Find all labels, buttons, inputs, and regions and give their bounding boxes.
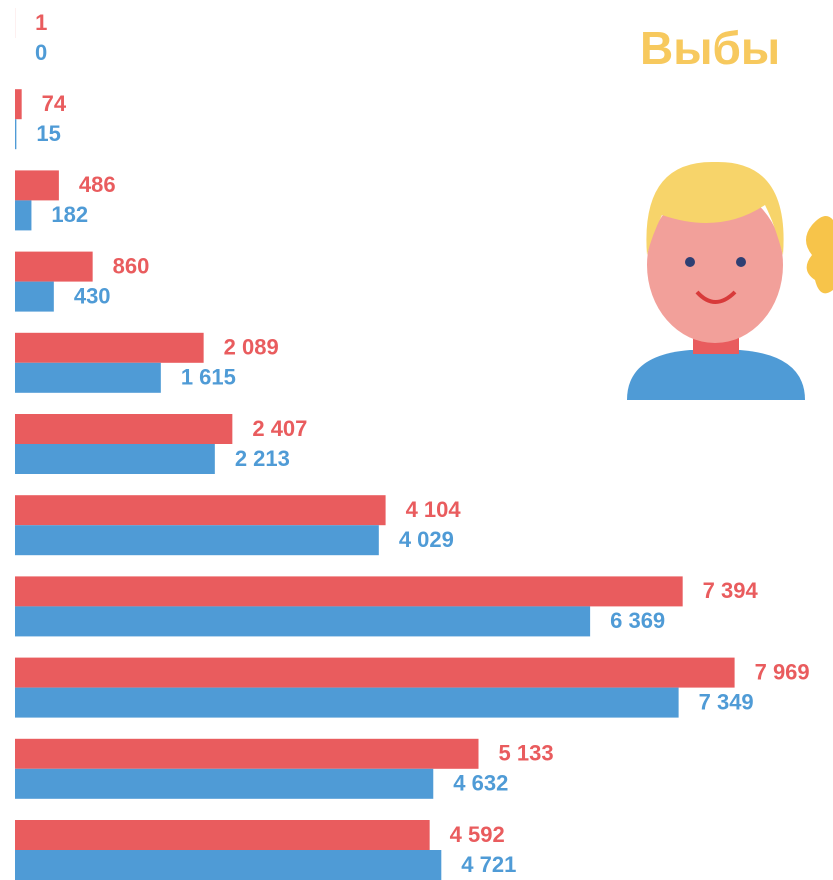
value-label: 4 029 [399,527,454,552]
value-label: 15 [36,121,60,146]
chart-title: Выбы [640,22,780,74]
bar [15,363,161,393]
value-label: 2 407 [252,416,307,441]
bar [15,414,232,444]
value-label: 2 089 [224,335,279,360]
value-label: 4 721 [461,852,516,877]
bar [15,170,59,200]
value-label: 182 [51,202,88,227]
value-label: 1 [35,10,47,35]
bar [15,525,379,555]
bar [15,89,22,119]
value-label: 7 349 [699,689,754,714]
value-label: 6 369 [610,608,665,633]
value-label: 5 133 [499,741,554,766]
bar [15,769,433,799]
page: Выбы 1 74 486 860 2 089 2 407 4 104 7 394 7 969 5… [0,0,833,880]
bar [15,688,679,718]
value-label: 860 [113,253,150,278]
value-label: 486 [79,172,116,197]
person-illustration [627,162,833,400]
value-label: 4 592 [450,822,505,847]
value-label: 2 213 [235,446,290,471]
value-label: 4 632 [453,771,508,796]
value-label: 4 104 [406,497,462,522]
value-label: 7 394 [703,578,759,603]
bar [15,252,93,282]
bar [15,200,31,230]
bar [15,850,441,880]
value-label: 430 [74,283,111,308]
value-label: 0 [35,40,47,65]
bar [15,444,215,474]
bar [15,333,204,363]
bar [15,820,430,850]
bar [15,282,54,312]
bar [15,495,386,525]
value-label: 1 615 [181,365,236,390]
value-label: 74 [42,91,67,116]
bar [15,606,590,636]
value-label: 7 969 [755,659,810,684]
chart: Выбы 1 74 486 860 2 089 2 407 4 104 7 394 7 969 5… [0,0,833,880]
bar [15,119,16,149]
bar [15,739,479,769]
bar [15,658,735,688]
bar [15,576,683,606]
